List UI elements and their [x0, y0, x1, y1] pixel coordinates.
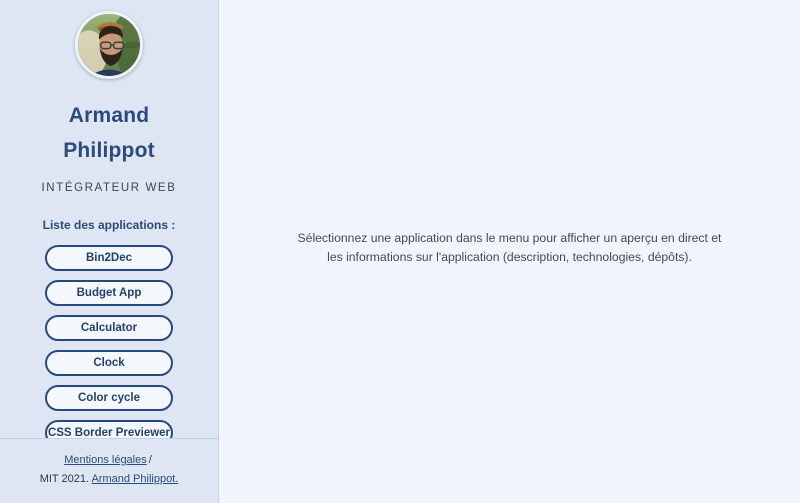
list-item: Bin2Dec	[45, 245, 173, 271]
app-button-calculator[interactable]: Calculator	[45, 315, 173, 341]
app-button-budget-app[interactable]: Budget App	[45, 280, 173, 306]
avatar-photo-icon	[78, 14, 140, 76]
list-item: Color cycle	[45, 385, 173, 411]
app-list-label: Liste des applications :	[42, 218, 176, 232]
sidebar-footer: Mentions légales / MIT 2021. Armand Phili…	[0, 438, 218, 503]
name-last: Philippot	[63, 139, 155, 162]
app-button-clock[interactable]: Clock	[45, 350, 173, 376]
sidebar: Armand Philippot INTÉGRATEUR WEB Liste d…	[0, 0, 219, 503]
placeholder-message: Sélectionnez une application dans le men…	[297, 231, 722, 264]
sidebar-scroll-area[interactable]: Armand Philippot INTÉGRATEUR WEB Liste d…	[0, 0, 218, 438]
footer-separator: /	[148, 454, 152, 466]
app-button-css-border-previewer[interactable]: CSS Border Previewer	[45, 420, 173, 438]
list-item: Calculator	[45, 315, 173, 341]
author-link[interactable]: Armand Philippot.	[91, 473, 179, 485]
main-content: Sélectionnez une application dans le men…	[219, 0, 800, 503]
list-item: CSS Border Previewer	[45, 420, 173, 438]
job-title: INTÉGRATEUR WEB	[41, 182, 177, 194]
app-button-bin2dec[interactable]: Bin2Dec	[45, 245, 173, 271]
application-list: Bin2Dec Budget App Calculator Clock Colo…	[0, 245, 218, 438]
footer-legal-line: Mentions légales /	[10, 451, 208, 470]
list-item: Clock	[45, 350, 173, 376]
footer-license-line: MIT 2021. Armand Philippot.	[10, 470, 208, 489]
avatar	[75, 11, 143, 79]
name-first: Armand	[68, 104, 150, 127]
license-text: MIT 2021.	[39, 473, 90, 485]
legal-notice-link[interactable]: Mentions légales	[64, 454, 147, 466]
page-title: Armand Philippot	[0, 98, 218, 168]
list-item: Budget App	[45, 280, 173, 306]
app-button-color-cycle[interactable]: Color cycle	[45, 385, 173, 411]
